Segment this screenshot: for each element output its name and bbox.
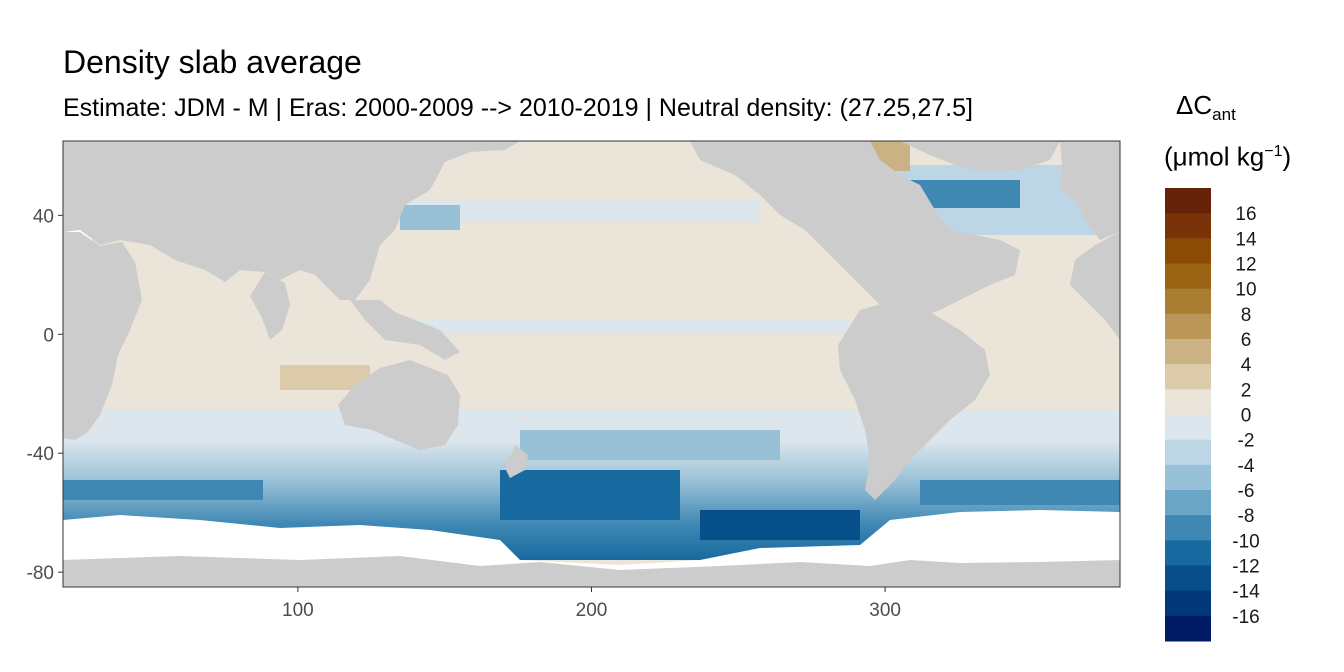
legend-swatch — [1165, 339, 1211, 365]
ocean-patch-deep-south-1 — [500, 470, 680, 520]
y-tick-label: 0 — [43, 325, 54, 346]
legend-label: -10 — [1232, 531, 1259, 552]
legend-label: -6 — [1238, 481, 1255, 502]
legend-title-symbol: ΔCant — [1176, 88, 1236, 132]
x-tick-label: 200 — [576, 600, 608, 621]
legend-title-subscript: ant — [1212, 105, 1236, 125]
legend-label: 4 — [1241, 355, 1252, 376]
legend-swatch — [1165, 313, 1211, 340]
legend-swatch — [1165, 464, 1211, 491]
land-new-zealand — [505, 445, 528, 478]
legend-label: 0 — [1241, 406, 1252, 427]
land-south-america — [838, 300, 990, 500]
legend-label: -12 — [1232, 557, 1259, 578]
legend-swatch — [1165, 238, 1211, 264]
land-west-africa — [1070, 232, 1120, 340]
land-greenland — [900, 141, 1060, 172]
legend-title-unit: (μmol kg−1) — [1164, 134, 1291, 175]
legend-unit-close: ) — [1282, 141, 1292, 172]
land — [63, 141, 1120, 587]
ocean-band-equatorial — [420, 320, 920, 334]
legend-swatch — [1165, 490, 1211, 516]
plot-subtitle: Estimate: JDM - M | Eras: 2000-2009 --> … — [63, 94, 973, 122]
legend-label: 16 — [1235, 204, 1256, 225]
legend-swatch — [1165, 288, 1211, 315]
ocean-patch-deep-south-4 — [920, 480, 1120, 505]
legend-label: 14 — [1235, 229, 1257, 250]
land-maritime-se-asia — [330, 300, 460, 360]
legend-swatch — [1165, 213, 1211, 239]
legend-swatch — [1165, 414, 1211, 441]
legend-swatch — [1165, 540, 1211, 566]
x-tick-label: 100 — [282, 600, 314, 621]
y-tick-label: -40 — [27, 444, 54, 465]
legend-unit-open: (μmol kg — [1164, 141, 1265, 172]
legend-label: -16 — [1232, 607, 1259, 628]
legend-swatch — [1165, 389, 1211, 415]
y-axis: 40 0 -40 -80 — [27, 206, 63, 584]
ocean-band-north-pacific — [380, 200, 760, 222]
legend-swatch — [1165, 263, 1211, 290]
ocean-patch-deep-south-2 — [700, 510, 860, 540]
legend-label: -8 — [1238, 506, 1255, 527]
legend-swatch — [1165, 188, 1211, 214]
legend-colorbar — [1165, 188, 1211, 642]
ocean-patch-south-pacific-blue — [520, 430, 780, 460]
land-antarctica — [63, 556, 1120, 587]
legend-swatch — [1165, 590, 1211, 617]
legend-label: -2 — [1238, 431, 1255, 452]
legend-label: 8 — [1241, 305, 1252, 326]
legend-label: -4 — [1238, 456, 1255, 477]
ocean-patch-kuroshio — [400, 205, 460, 230]
legend-unit-superscript: −1 — [1264, 143, 1283, 160]
land-africa — [63, 232, 142, 440]
legend-label: -14 — [1232, 582, 1260, 603]
legend-swatch — [1165, 565, 1211, 592]
y-tick-label: 40 — [33, 206, 54, 227]
land-australia — [338, 360, 460, 450]
y-tick-label: -80 — [27, 563, 54, 584]
legend-swatch — [1165, 615, 1211, 642]
legend-label: 12 — [1235, 255, 1256, 276]
legend-swatch — [1165, 439, 1211, 466]
land-europe — [1060, 141, 1120, 240]
land-north-america — [690, 141, 1020, 320]
x-tick-label: 300 — [869, 600, 901, 621]
land-eurasia — [63, 141, 520, 300]
legend-label: 6 — [1241, 330, 1252, 351]
x-axis: 100 200 300 — [282, 587, 901, 621]
legend-labels: 16 14 12 10 8 6 4 2 0 -2 -4 -6 -8 -10 -12 -14 -16 — [1232, 204, 1260, 628]
plot-title: Density slab average — [63, 44, 362, 80]
ocean-patch-deep-south-3 — [63, 480, 263, 500]
map-panel — [63, 141, 1120, 587]
legend-title-main: ΔC — [1176, 90, 1213, 120]
legend-label: 2 — [1241, 380, 1252, 401]
legend-swatch — [1165, 515, 1211, 541]
land-india — [250, 272, 290, 340]
legend-label: 10 — [1235, 280, 1256, 301]
legend-swatch — [1165, 364, 1211, 390]
